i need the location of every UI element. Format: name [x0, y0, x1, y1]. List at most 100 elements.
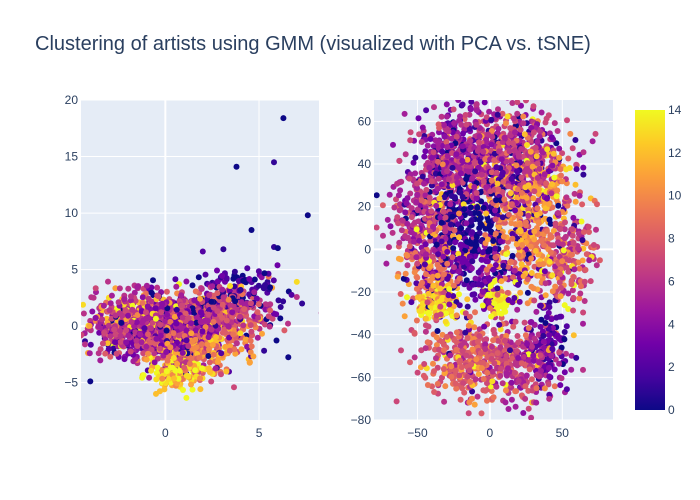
- data-point: [478, 410, 485, 417]
- data-point: [489, 378, 496, 385]
- data-point: [157, 321, 164, 328]
- data-point: [563, 386, 570, 393]
- data-point: [88, 294, 95, 301]
- data-point: [502, 399, 509, 406]
- data-point: [102, 350, 109, 357]
- data-point: [546, 304, 553, 311]
- data-point: [205, 311, 212, 318]
- data-point: [219, 301, 226, 308]
- data-point: [496, 321, 503, 328]
- data-point: [530, 195, 537, 202]
- data-point: [553, 193, 560, 200]
- data-point: [455, 250, 462, 257]
- data-point: [255, 268, 262, 275]
- data-point: [462, 310, 469, 317]
- data-point: [285, 320, 291, 327]
- y-tick-label: 20: [65, 93, 79, 107]
- data-point: [433, 342, 440, 348]
- data-point: [510, 274, 517, 281]
- data-point: [237, 313, 244, 320]
- data-point: [457, 396, 464, 403]
- data-point: [456, 165, 463, 172]
- data-point: [452, 81, 458, 87]
- y-tick-label: 0: [71, 319, 78, 333]
- data-point: [557, 166, 564, 173]
- data-point: [244, 343, 251, 350]
- data-point: [188, 320, 195, 327]
- data-point: [505, 297, 512, 303]
- data-point: [293, 278, 300, 285]
- data-point: [465, 322, 472, 329]
- data-point: [548, 87, 554, 93]
- data-point: [424, 382, 431, 388]
- data-point: [449, 129, 456, 136]
- data-point: [422, 374, 429, 381]
- data-point: [427, 263, 434, 269]
- data-point: [537, 323, 544, 330]
- data-point: [484, 258, 491, 265]
- data-point: [542, 280, 549, 287]
- data-point: [413, 254, 420, 261]
- data-point: [587, 278, 594, 285]
- data-point: [397, 291, 404, 297]
- data-point: [318, 311, 319, 315]
- data-point: [105, 278, 111, 285]
- data-point: [280, 115, 287, 122]
- data-point: [555, 210, 561, 216]
- data-point: [525, 357, 532, 364]
- data-point: [516, 298, 523, 305]
- data-point: [589, 138, 596, 145]
- data-point: [545, 381, 552, 388]
- data-point: [477, 220, 484, 227]
- data-point: [576, 230, 582, 237]
- data-point: [99, 340, 106, 347]
- data-point: [192, 327, 199, 334]
- data-point: [432, 346, 438, 353]
- data-point: [285, 354, 292, 361]
- data-point: [183, 327, 190, 334]
- data-point: [179, 349, 186, 356]
- data-point: [108, 292, 115, 299]
- data-point: [551, 383, 558, 390]
- data-point: [422, 241, 429, 248]
- data-point: [436, 125, 443, 131]
- data-point: [546, 395, 553, 402]
- data-point: [188, 381, 194, 388]
- data-point: [155, 293, 162, 300]
- data-point: [62, 321, 68, 327]
- data-point: [419, 124, 426, 131]
- data-point: [181, 364, 188, 371]
- data-point: [398, 227, 405, 234]
- data-point: [143, 315, 150, 322]
- data-point: [235, 278, 242, 284]
- points-tsne: [374, 80, 603, 420]
- data-point: [428, 178, 435, 185]
- data-point: [411, 354, 418, 361]
- data-point: [219, 272, 226, 279]
- data-point: [424, 159, 431, 166]
- data-point: [542, 320, 549, 326]
- data-point: [546, 364, 552, 371]
- data-point: [443, 80, 449, 86]
- data-point: [222, 343, 229, 350]
- data-point: [189, 386, 196, 393]
- data-point: [262, 301, 269, 308]
- data-point: [432, 170, 439, 177]
- data-point: [99, 316, 106, 323]
- data-point: [497, 344, 504, 351]
- data-point: [246, 276, 253, 282]
- data-point: [528, 124, 535, 131]
- data-point: [166, 375, 173, 382]
- data-point: [393, 398, 400, 405]
- data-point: [199, 248, 206, 255]
- data-point: [483, 114, 490, 121]
- data-point: [547, 249, 554, 256]
- data-point: [415, 115, 422, 122]
- data-point: [508, 132, 514, 139]
- data-point: [117, 339, 124, 345]
- data-point: [471, 160, 478, 167]
- data-point: [528, 283, 535, 290]
- data-point: [580, 309, 587, 316]
- data-point: [193, 314, 200, 321]
